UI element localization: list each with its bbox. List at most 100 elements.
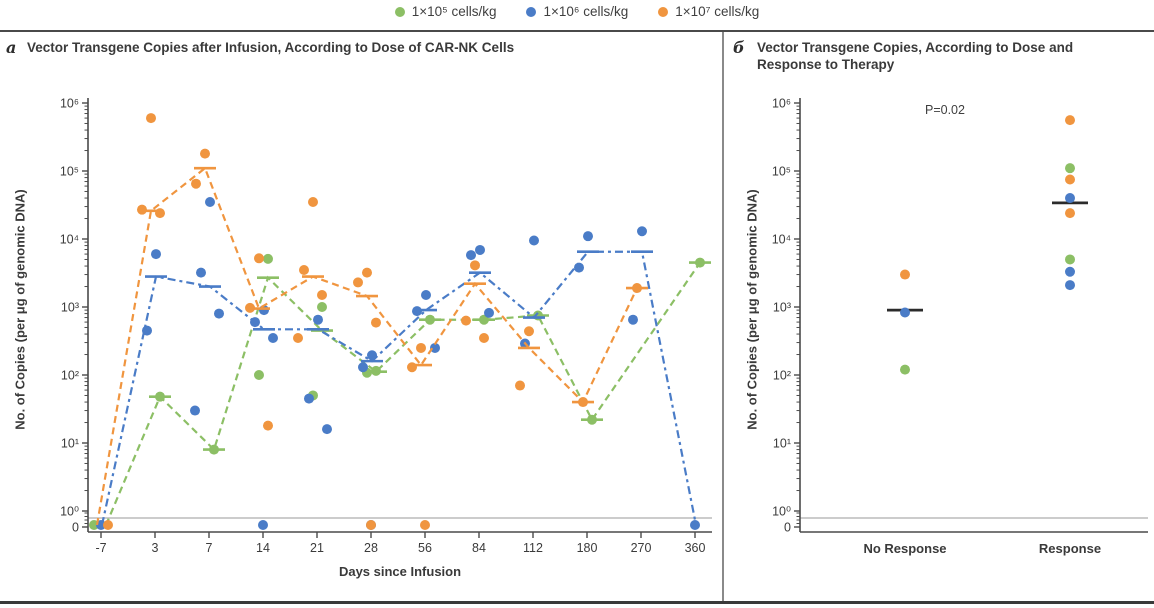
- panel-a-x-tick-label: 21: [310, 541, 324, 555]
- data-point: [263, 420, 273, 431]
- data-point: [1065, 115, 1075, 126]
- panel-a-x-tick-label: 84: [472, 541, 486, 555]
- data-point: [322, 424, 332, 435]
- data-point: [1065, 208, 1075, 219]
- data-point: [362, 267, 372, 278]
- data-point: [515, 380, 525, 391]
- median-line-110cellskg: [104, 261, 701, 526]
- panel-b-label: б: [733, 38, 745, 57]
- panel-a-y-tick-label: 10¹: [61, 437, 79, 451]
- panel-b-y-tick-label: 10¹: [773, 437, 791, 451]
- data-point: [475, 244, 485, 255]
- panel-a-x-tick-label: -7: [95, 541, 106, 555]
- bottom-rule: [0, 601, 1154, 604]
- panel-a-y-tick-label: 10⁵: [60, 165, 79, 179]
- green-dose-dot-icon: [394, 6, 405, 17]
- data-point: [690, 520, 700, 530]
- panel-a-y-tick-label: 10²: [61, 369, 79, 383]
- data-point: [245, 302, 255, 313]
- data-point: [479, 333, 489, 344]
- data-point: [151, 249, 161, 260]
- panel-a-x-tick-label: 180: [577, 541, 598, 555]
- data-point: [484, 307, 494, 318]
- panel-divider: [722, 32, 724, 601]
- data-point: [1065, 280, 1075, 291]
- data-point: [313, 314, 323, 325]
- p-value-annotation: P=0.02: [925, 103, 965, 117]
- data-point: [628, 314, 638, 325]
- panel-a-x-tick-label: 270: [631, 541, 652, 555]
- data-point: [254, 253, 264, 264]
- data-point: [1065, 193, 1075, 204]
- data-point: [205, 197, 215, 208]
- panel-b-y-tick-label: 10²: [773, 369, 791, 383]
- panel-a-x-tick-label: 28: [364, 541, 378, 555]
- data-point: [190, 405, 200, 416]
- data-point: [430, 342, 440, 353]
- data-point: [200, 148, 210, 159]
- panel-a-y-tick-label: 10⁰: [60, 505, 79, 519]
- data-point: [353, 277, 363, 288]
- panel-a-y-tick-label: 10⁴: [60, 233, 79, 247]
- data-point: [421, 290, 431, 301]
- data-point: [461, 315, 471, 326]
- data-point: [529, 235, 539, 246]
- panel-a-y-tick-label: 10⁶: [60, 97, 79, 111]
- panel-a-y-tick-label: 0: [72, 521, 79, 535]
- legend-label: 1×10⁶ cells/kg: [543, 4, 629, 19]
- legend-label: 1×10⁵ cells/kg: [411, 4, 497, 19]
- panel-b-category-label: Response: [1039, 541, 1101, 556]
- data-point: [1065, 266, 1075, 277]
- data-point: [583, 231, 593, 242]
- data-point: [146, 113, 156, 124]
- data-point: [371, 365, 381, 376]
- legend-item-1e6: 1×10⁶ cells/kg: [526, 4, 628, 19]
- data-point: [191, 178, 201, 189]
- panel-a-label: а: [6, 38, 17, 57]
- data-point: [412, 306, 422, 317]
- data-point: [578, 397, 588, 408]
- dose-legend: 1×10⁵ cells/kg 1×10⁶ cells/kg 1×10⁷ cell…: [0, 4, 1154, 19]
- data-point: [1065, 254, 1075, 265]
- data-point: [142, 325, 152, 336]
- data-point: [103, 520, 113, 530]
- panel-b-title: Vector Transgene Copies, According to Do…: [757, 40, 1074, 72]
- panel-a-x-tick-label: 3: [152, 541, 159, 555]
- panel-b-y-tick-label: 10⁴: [772, 233, 791, 247]
- data-point: [254, 370, 264, 380]
- data-point: [479, 314, 489, 325]
- panel-b-y-tick-label: 10⁰: [772, 505, 791, 519]
- data-point: [367, 350, 377, 361]
- panel-b-y-tick-label: 10⁶: [772, 97, 791, 111]
- panel-a-y-tick-label: 10³: [61, 301, 79, 315]
- data-point: [466, 250, 476, 261]
- data-point: [900, 364, 910, 375]
- data-point: [420, 520, 430, 530]
- data-point: [299, 265, 309, 276]
- data-point: [587, 414, 597, 425]
- panel-b-y-tick-label: 10³: [773, 301, 791, 315]
- data-point: [358, 362, 368, 373]
- panel-a-x-tick-label: 14: [256, 541, 270, 555]
- data-point: [371, 317, 381, 328]
- blue-dose-dot-icon: [526, 6, 537, 17]
- data-point: [900, 269, 910, 280]
- data-point: [209, 444, 219, 455]
- panel-b-y-tick-label: 0: [784, 521, 791, 535]
- data-point: [574, 262, 584, 273]
- panel-a-x-tick-label: 360: [685, 541, 706, 555]
- data-point: [196, 267, 206, 278]
- orange-dose-dot-icon: [658, 6, 669, 17]
- data-point: [470, 260, 480, 271]
- data-point: [1065, 174, 1075, 185]
- data-point: [137, 204, 147, 215]
- data-point: [317, 302, 327, 312]
- top-rule: [0, 30, 1154, 32]
- data-point: [407, 362, 417, 373]
- data-point: [366, 520, 376, 530]
- panel-a-title: Vector Transgene Copies after Infusion, …: [27, 40, 515, 55]
- data-point: [308, 197, 318, 208]
- data-point: [268, 333, 278, 344]
